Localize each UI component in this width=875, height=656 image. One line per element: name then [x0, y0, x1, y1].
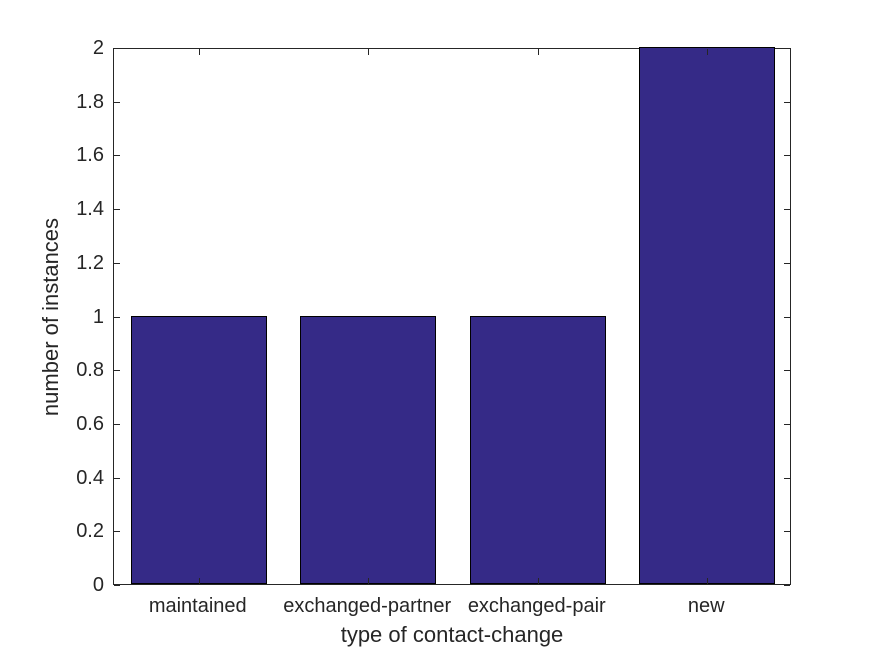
x-tick-label: maintained — [148, 595, 247, 617]
y-tick-mark-right — [784, 585, 790, 586]
y-tick-mark-right — [784, 370, 790, 372]
x-tick-label: new — [687, 595, 725, 617]
bar-exchanged-partner — [300, 315, 437, 584]
x-tick-label: exchanged-partner — [283, 595, 452, 617]
y-tick-label: 0.4 — [76, 466, 104, 489]
y-tick-mark-left — [114, 585, 120, 586]
y-tick-mark-right — [784, 48, 790, 49]
y-tick-mark-left — [114, 262, 120, 264]
plot-area — [113, 47, 791, 586]
bar-new — [639, 47, 776, 584]
y-tick-label: 0.8 — [76, 359, 104, 382]
y-tick-label: 1.8 — [76, 90, 104, 113]
y-axis-label: number of instances — [38, 217, 63, 417]
y-tick-mark-left — [114, 423, 120, 425]
y-tick-mark-left — [114, 155, 120, 157]
y-tick-label: 0.6 — [76, 412, 104, 435]
y-tick-mark-left — [114, 48, 120, 49]
bar-maintained — [130, 315, 267, 584]
x-tick-mark-top — [368, 49, 370, 55]
y-tick-mark-left — [114, 370, 120, 372]
y-tick-label: 1 — [92, 305, 104, 328]
x-tick-mark-top — [537, 49, 539, 55]
x-tick-mark-top — [707, 49, 709, 55]
x-tick-mark-bottom — [537, 578, 539, 584]
y-tick-mark-left — [114, 531, 120, 533]
x-tick-mark-bottom — [707, 578, 709, 584]
x-tick-label: exchanged-pair — [467, 595, 606, 617]
y-tick-mark-left — [114, 316, 120, 318]
y-tick-mark-left — [114, 209, 120, 211]
x-axis-label: type of contact-change — [340, 622, 564, 647]
y-tick-mark-right — [784, 423, 790, 425]
y-tick-mark-right — [784, 477, 790, 479]
y-tick-mark-right — [784, 101, 790, 103]
y-tick-label: 1.6 — [76, 144, 104, 167]
y-tick-mark-right — [784, 155, 790, 157]
y-tick-label: 2 — [92, 37, 104, 59]
x-tick-mark-bottom — [368, 578, 370, 584]
y-tick-mark-right — [784, 262, 790, 264]
y-tick-mark-left — [114, 101, 120, 103]
y-tick-label: 1.4 — [76, 198, 104, 221]
y-tick-label: 1.2 — [76, 251, 104, 274]
x-tick-mark-top — [198, 49, 200, 55]
y-tick-mark-right — [784, 209, 790, 211]
y-tick-mark-right — [784, 531, 790, 533]
y-tick-mark-left — [114, 477, 120, 479]
y-tick-mark-right — [784, 316, 790, 318]
x-tick-mark-bottom — [198, 578, 200, 584]
y-tick-label: 0.2 — [76, 520, 104, 543]
y-tick-label: 0 — [92, 574, 104, 596]
bar-exchanged-pair — [469, 315, 606, 584]
